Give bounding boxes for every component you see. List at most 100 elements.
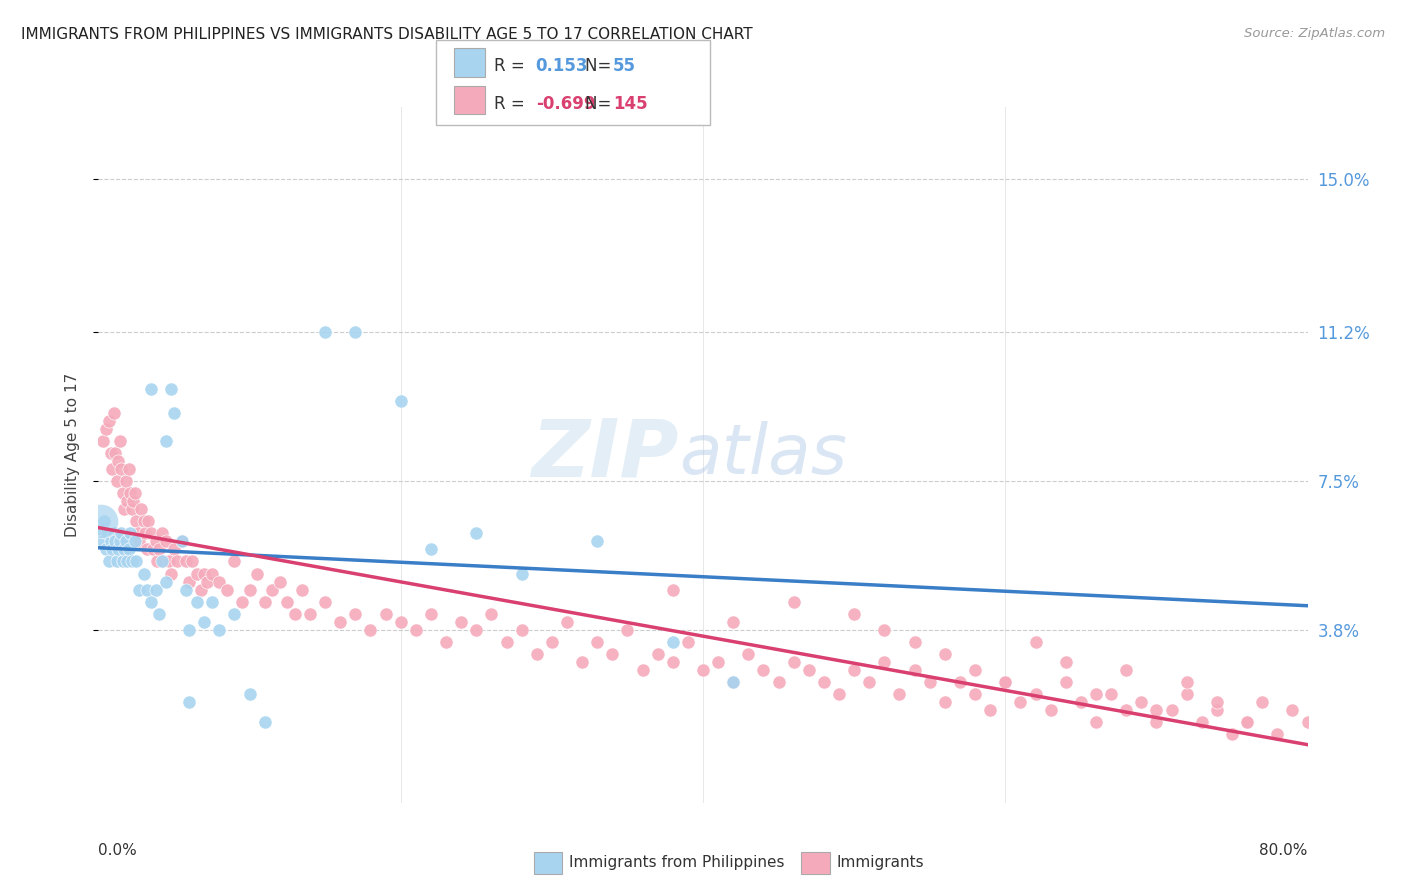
Point (269, 574, 291, 589)
Point (224, 607, 246, 621)
Point (450, 615, 472, 629)
Point (1220, 727, 1243, 741)
Point (93, 514, 115, 528)
Point (707, 655, 730, 669)
Point (111, 554, 134, 568)
Point (142, 542, 165, 557)
Point (344, 325, 367, 339)
Point (1085, 715, 1108, 730)
Point (904, 635, 927, 649)
Point (145, 534, 167, 549)
Point (844, 607, 866, 621)
Point (231, 595, 253, 609)
Point (239, 687, 262, 701)
Point (186, 595, 208, 609)
Point (1144, 715, 1167, 730)
Text: Source: ZipAtlas.com: Source: ZipAtlas.com (1244, 27, 1385, 40)
Text: 80.0%: 80.0% (1260, 843, 1308, 858)
Point (904, 663, 927, 677)
Point (160, 566, 183, 581)
Point (299, 607, 322, 621)
Point (120, 526, 142, 541)
Point (146, 554, 169, 568)
Point (526, 647, 548, 661)
Text: N=: N= (585, 95, 616, 112)
Point (344, 607, 367, 621)
Point (284, 607, 307, 621)
Point (662, 655, 685, 669)
Point (602, 647, 624, 661)
Point (193, 615, 215, 629)
Point (120, 486, 142, 500)
Point (105, 474, 128, 488)
Text: Immigrants: Immigrants (837, 855, 924, 870)
Point (155, 534, 177, 549)
Point (495, 635, 517, 649)
Point (1160, 703, 1182, 717)
Point (101, 542, 124, 557)
Point (873, 623, 896, 637)
Point (510, 623, 533, 637)
Point (163, 542, 186, 557)
Point (114, 534, 136, 549)
Point (145, 582, 167, 597)
Point (828, 687, 851, 701)
Point (1206, 703, 1229, 717)
Text: ZIP: ZIP (531, 416, 679, 494)
Point (276, 595, 298, 609)
Point (201, 566, 224, 581)
Point (118, 462, 141, 476)
Point (1191, 715, 1213, 730)
Text: N=: N= (585, 57, 616, 75)
Point (1070, 695, 1092, 709)
Point (91, 434, 114, 448)
Point (98, 414, 121, 428)
Point (152, 554, 174, 568)
Point (127, 526, 149, 541)
Point (571, 655, 593, 669)
Point (768, 675, 790, 690)
Point (465, 623, 488, 637)
Point (186, 566, 208, 581)
Point (208, 574, 231, 589)
Point (166, 554, 188, 568)
Point (90, 514, 112, 528)
Point (616, 623, 638, 637)
Point (1206, 695, 1229, 709)
Point (150, 554, 173, 568)
Point (979, 703, 1001, 717)
Text: 0.0%: 0.0% (98, 843, 138, 858)
Point (253, 595, 276, 609)
Point (110, 462, 132, 476)
Point (134, 526, 156, 541)
Point (752, 663, 775, 677)
Point (405, 623, 427, 637)
Point (918, 675, 941, 690)
Point (1010, 695, 1032, 709)
Point (121, 502, 143, 516)
Point (1085, 687, 1108, 701)
Point (103, 526, 125, 541)
Text: 55: 55 (613, 57, 636, 75)
Point (1024, 687, 1046, 701)
Point (949, 675, 972, 690)
Point (246, 566, 269, 581)
Point (1054, 655, 1077, 669)
Point (112, 502, 135, 516)
Point (783, 655, 806, 669)
Point (676, 635, 699, 649)
Point (159, 554, 181, 568)
Text: -0.699: -0.699 (536, 95, 595, 112)
Point (118, 542, 141, 557)
Point (111, 486, 134, 500)
Point (101, 462, 124, 476)
Point (108, 434, 131, 448)
Point (1144, 703, 1167, 717)
Point (104, 534, 127, 549)
Point (1251, 695, 1274, 709)
Point (262, 582, 284, 597)
Point (103, 406, 125, 420)
Point (631, 663, 654, 677)
Point (994, 675, 1017, 690)
Point (434, 635, 457, 649)
